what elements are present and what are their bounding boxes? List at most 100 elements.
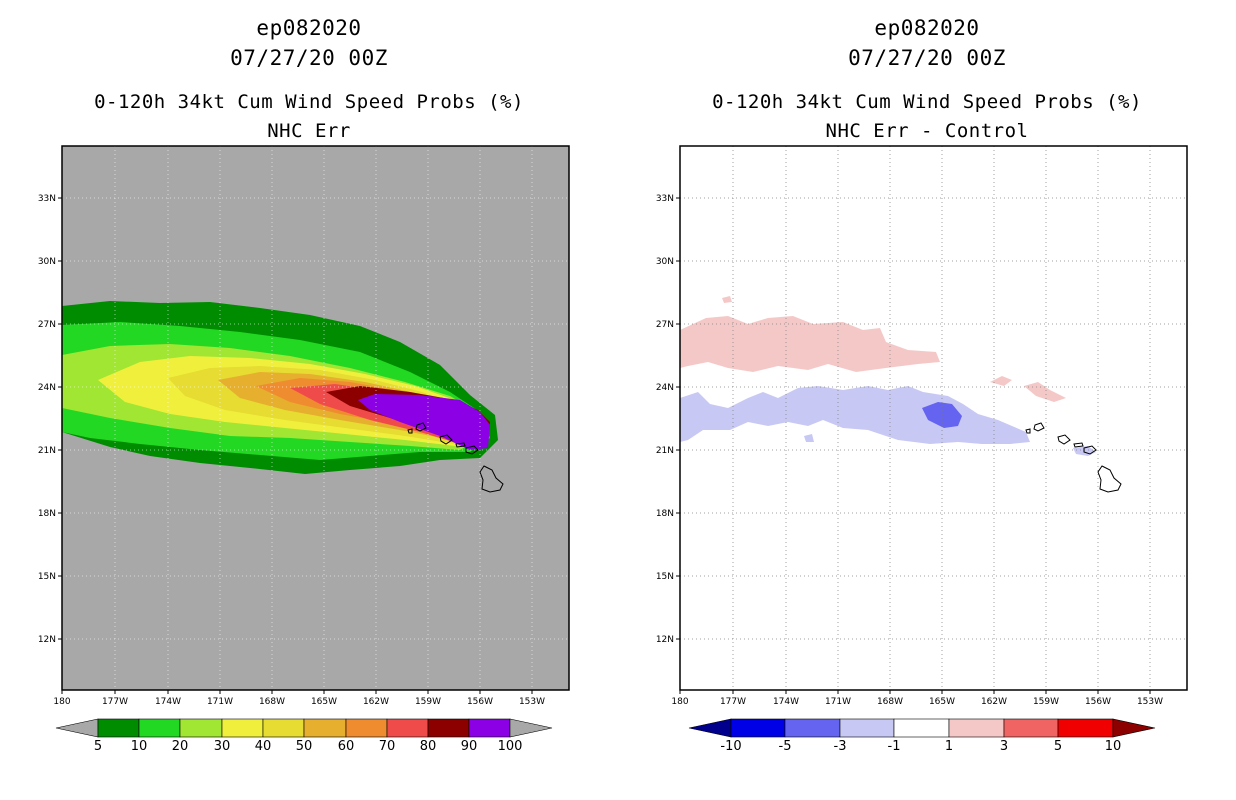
colorbar-swatch	[1003, 718, 1059, 738]
datetime: 07/27/20 00Z	[848, 46, 1006, 70]
colorbar-arrow-left	[688, 718, 732, 738]
map-frame	[61, 145, 570, 691]
colorbar-label: 10	[1105, 739, 1122, 754]
lat-label: 18N	[38, 509, 56, 519]
colorbar-label: 20	[172, 739, 189, 754]
lon-label: 159W	[1033, 697, 1059, 707]
map-svg: 33N 30N 27N 24N 21N 18N 15N 12N 180 177W 174W 171W…	[656, 145, 1188, 754]
lon-label: 153W	[519, 697, 545, 707]
colorbar: 5 10 20 30 40 50 60 70 80 90 100	[55, 718, 553, 754]
panel-nhc-err: ep082020 07/27/20 00Z 0-120h 34kt Cum Wi…	[38, 16, 570, 754]
island-big-island	[479, 465, 504, 493]
lat-label: 24N	[38, 383, 56, 393]
island-niihau	[407, 428, 413, 434]
map-svg: 33N 30N 27N 24N 21N 18N 15N 12N 180 177W 174W 171W…	[38, 145, 570, 754]
lat-ticks: 33N 30N 27N 24N 21N 18N 15N 12N	[38, 194, 62, 645]
contour-neg-1	[680, 386, 1030, 444]
grid-lines	[62, 146, 569, 690]
lon-label: 180	[671, 697, 688, 707]
island-kauai	[1033, 422, 1045, 432]
lat-label: 27N	[656, 320, 674, 330]
colorbar-swatch	[948, 718, 1005, 738]
lon-ticks: 180 177W 174W 171W 168W 165W 162W 159W 156W 153W	[53, 690, 545, 707]
island-kauai	[415, 422, 427, 432]
lat-label: 18N	[656, 509, 674, 519]
colorbar-label: 10	[131, 739, 148, 754]
island-maui	[1083, 445, 1097, 455]
colorbar-label: 1	[945, 739, 953, 754]
colorbar-swatch	[730, 718, 786, 738]
lat-label: 33N	[38, 194, 56, 204]
island-big-island	[1097, 465, 1122, 493]
product-title: 0-120h 34kt Cum Wind Speed Probs (%)	[94, 91, 524, 113]
lon-label: 171W	[207, 697, 233, 707]
colorbar-swatch	[893, 718, 950, 738]
island-oahu	[1057, 434, 1071, 445]
panel-nhc-err-minus-control: ep082020 07/27/20 00Z 0-120h 34kt Cum Wi…	[618, 0, 1236, 800]
lat-label: 21N	[656, 446, 674, 456]
contour-pos-1	[680, 316, 940, 372]
lat-label: 30N	[656, 257, 674, 267]
lat-label: 15N	[38, 572, 56, 582]
lon-label: 156W	[467, 697, 493, 707]
contour-neg-1b	[804, 434, 814, 442]
colorbar-arrow-left	[55, 718, 99, 738]
lat-label: 12N	[38, 635, 56, 645]
island-oahu	[439, 434, 453, 445]
colorbar-arrow-right	[509, 718, 553, 738]
product-title: 0-120h 34kt Cum Wind Speed Probs (%)	[712, 91, 1142, 113]
subtitle: NHC Err - Control	[825, 120, 1029, 142]
colorbar-label: 100	[498, 739, 523, 754]
lat-label: 30N	[38, 257, 56, 267]
lon-label: 168W	[259, 697, 285, 707]
island-molokai	[1073, 442, 1084, 448]
colorbar-label: 60	[338, 739, 355, 754]
contour-pos-1b	[990, 376, 1012, 386]
lat-ticks: 33N 30N 27N 24N 21N 18N 15N 12N	[656, 194, 680, 645]
lon-label: 180	[53, 697, 70, 707]
colorbar-label: -3	[834, 739, 847, 754]
lat-label: 21N	[38, 446, 56, 456]
colorbar-swatch	[138, 718, 181, 738]
colorbar-swatch	[303, 718, 347, 738]
contour-90	[358, 394, 490, 450]
lon-label: 174W	[155, 697, 181, 707]
colorbar-label: 90	[461, 739, 478, 754]
colorbar-swatch	[179, 718, 223, 738]
map-frame	[679, 145, 1188, 691]
colorbar-label: 50	[296, 739, 313, 754]
hawaii-coastline	[1025, 422, 1122, 493]
colorbar-swatch	[839, 718, 895, 738]
island-maui	[465, 445, 479, 455]
hawaii-coastline	[407, 422, 504, 493]
colorbar-label: 3	[1000, 739, 1008, 754]
lon-label: 174W	[773, 697, 799, 707]
lon-label: 153W	[1137, 697, 1163, 707]
colorbar-swatch	[221, 718, 264, 738]
storm-id: ep082020	[874, 16, 980, 40]
lat-label: 33N	[656, 194, 674, 204]
colorbar-label: 40	[255, 739, 272, 754]
datetime: 07/27/20 00Z	[230, 46, 388, 70]
colorbar-swatch	[784, 718, 841, 738]
lon-label: 168W	[877, 697, 903, 707]
colorbar-arrow-right	[1112, 718, 1156, 738]
lon-ticks: 180 177W 174W 171W 168W 165W 162W 159W 156W 153W	[671, 690, 1163, 707]
lon-label: 156W	[1085, 697, 1111, 707]
colorbar-label: 5	[94, 739, 102, 754]
colorbar-label: 80	[420, 739, 437, 754]
lon-label: 171W	[825, 697, 851, 707]
difference-field	[680, 146, 1187, 690]
lat-label: 12N	[656, 635, 674, 645]
colorbar: -10 -5 -3 -1 1 3 5 10	[688, 718, 1156, 754]
colorbar-swatch	[97, 718, 140, 738]
probability-field	[62, 146, 569, 690]
lon-label: 159W	[415, 697, 441, 707]
lat-label: 24N	[656, 383, 674, 393]
colorbar-label: -10	[720, 739, 741, 754]
colorbar-label: 30	[214, 739, 231, 754]
grid-lines	[680, 146, 1187, 690]
colorbar-swatch	[345, 718, 388, 738]
lon-label: 177W	[102, 697, 128, 707]
colorbar-label: 70	[379, 739, 396, 754]
